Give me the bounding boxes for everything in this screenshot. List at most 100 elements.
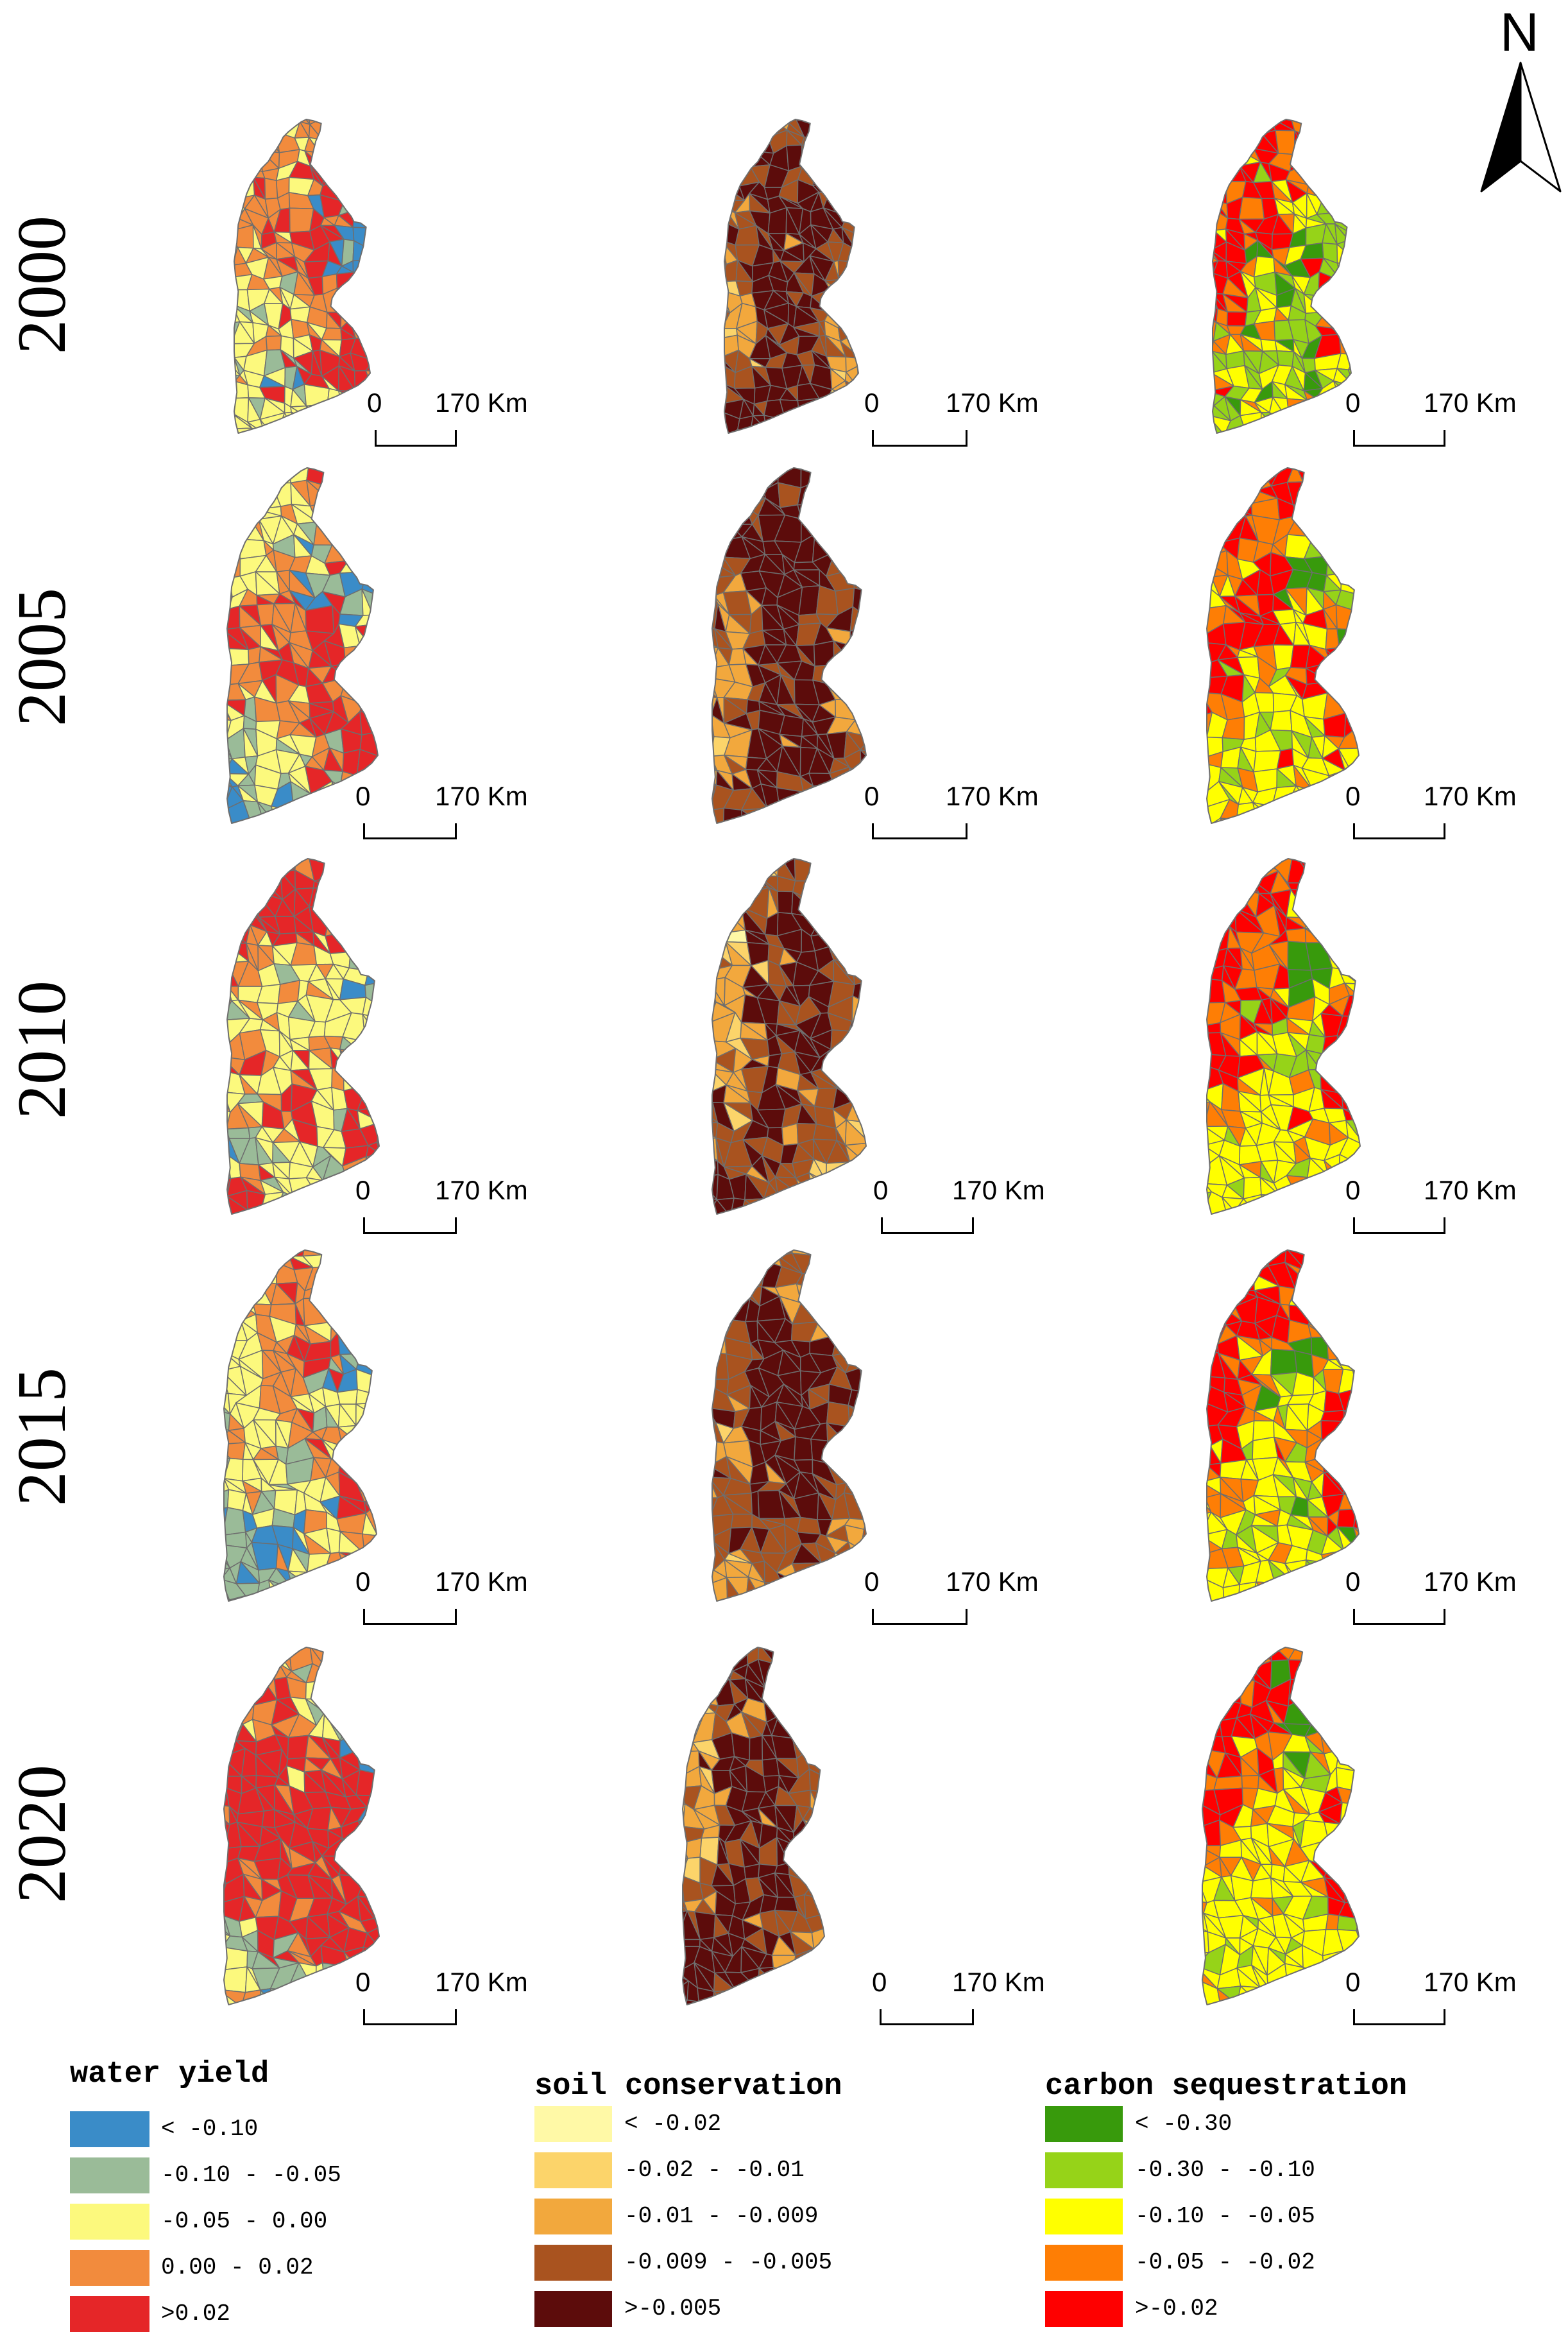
map-region — [227, 1128, 250, 1138]
scale-bar-line — [1353, 2009, 1445, 2025]
scale-bar-end-label: 170 Km — [435, 1566, 528, 1597]
map-region — [1227, 312, 1247, 326]
legend-label: >-0.02 — [1135, 2295, 1218, 2322]
map-region — [246, 428, 269, 433]
scale-bar-end-label: 170 Km — [1424, 388, 1517, 418]
map-region — [1326, 1914, 1339, 1930]
map-region — [1337, 1916, 1358, 1931]
map-region — [224, 1371, 228, 1396]
map-region — [1236, 503, 1252, 515]
map-region — [689, 789, 710, 810]
legend-label: >-0.005 — [624, 2295, 722, 2322]
legend-label: -0.05 - 0.00 — [161, 2208, 328, 2234]
map-region — [1308, 1307, 1328, 1325]
map-region — [1188, 1004, 1207, 1025]
map-region — [224, 1882, 226, 1903]
map-region — [203, 1459, 224, 1484]
map-region — [1322, 1472, 1344, 1496]
map-region — [227, 570, 232, 597]
map-region — [1293, 501, 1311, 526]
map-region — [769, 119, 789, 123]
map-region — [1356, 1931, 1359, 1950]
scale-bar-start-label: 0 — [367, 388, 382, 418]
map-regions — [203, 1250, 377, 1601]
map-region — [1271, 1349, 1297, 1375]
map-region — [833, 960, 855, 985]
map-region — [227, 1020, 230, 1042]
map-region — [227, 595, 232, 609]
legend-item: -0.05 - 0.00 — [70, 2204, 327, 2240]
map-region — [227, 570, 232, 597]
map-region — [712, 1525, 715, 1542]
map-region — [764, 415, 785, 433]
map-region — [313, 881, 330, 889]
map-region — [1338, 262, 1351, 281]
map-region — [777, 788, 804, 811]
map-region — [835, 699, 855, 720]
map-region — [366, 358, 370, 372]
map-region — [758, 1968, 783, 1991]
map-region — [1277, 351, 1294, 366]
map-region — [227, 924, 246, 943]
map-region — [712, 596, 718, 612]
map-region — [248, 647, 260, 664]
map-region — [1253, 1250, 1269, 1265]
legend-swatch — [70, 2111, 149, 2147]
legend-label: -0.02 - -0.01 — [624, 2157, 805, 2183]
map-region — [1213, 341, 1214, 357]
map-region — [234, 273, 236, 290]
carbon-sequestration-map-2005 — [1207, 468, 1359, 823]
legend-item: < -0.10 — [70, 2111, 258, 2147]
map-region — [1285, 1560, 1306, 1590]
map-region — [683, 1804, 685, 1826]
map-region — [749, 1736, 762, 1760]
scale-bar-line — [1353, 1217, 1445, 1234]
map-outline — [1213, 119, 1351, 433]
map-region — [712, 1516, 715, 1536]
map-region — [1188, 1163, 1205, 1183]
map-region — [356, 1770, 379, 1796]
map-region — [792, 1250, 819, 1256]
map-region — [325, 909, 350, 936]
map-region — [831, 1030, 849, 1058]
map-region — [1358, 1917, 1359, 1936]
legend-swatch — [70, 2204, 149, 2240]
scale-bar-start-label: 0 — [872, 1967, 887, 1997]
map-region — [1353, 1371, 1359, 1389]
map-region — [339, 1857, 366, 1876]
map-region — [358, 1876, 379, 1899]
map-region — [661, 1812, 683, 1826]
map-region — [234, 255, 235, 277]
map-region — [792, 1563, 821, 1583]
map-region — [374, 1918, 379, 1927]
map-region — [724, 429, 742, 433]
map-region — [1189, 1003, 1207, 1025]
map-region — [366, 1876, 379, 1899]
map-region — [227, 1124, 229, 1145]
legend-item: < -0.02 — [534, 2106, 721, 2142]
carbon-sequestration-legend: carbon sequestration < -0.30 -0.30 - -0.… — [1045, 2071, 1407, 2341]
map-region — [1207, 905, 1230, 927]
legend-label: -0.01 - -0.009 — [624, 2203, 819, 2229]
map-region — [775, 1898, 798, 1912]
scale-bar-end-label: 170 Km — [1424, 781, 1517, 811]
map-region — [1337, 629, 1359, 647]
scale-bar-start-label: 0 — [355, 1566, 371, 1597]
map-region — [358, 1821, 379, 1846]
map-region — [337, 272, 359, 288]
map-region — [814, 641, 834, 666]
map-region — [712, 910, 731, 932]
map-region — [1220, 818, 1242, 823]
map-region — [1286, 889, 1309, 918]
north-label: N — [1500, 2, 1539, 62]
map-region — [224, 1532, 247, 1548]
scale-bar-end-label: 170 Km — [435, 781, 528, 811]
map-region — [1293, 1626, 1312, 1643]
map-region — [1308, 1176, 1329, 1201]
map-region — [205, 756, 225, 773]
map-region — [224, 1438, 230, 1459]
map-outline — [724, 119, 858, 433]
map-region — [803, 1819, 822, 1840]
legend-swatch — [1045, 2106, 1123, 2142]
map-region — [224, 1443, 245, 1459]
